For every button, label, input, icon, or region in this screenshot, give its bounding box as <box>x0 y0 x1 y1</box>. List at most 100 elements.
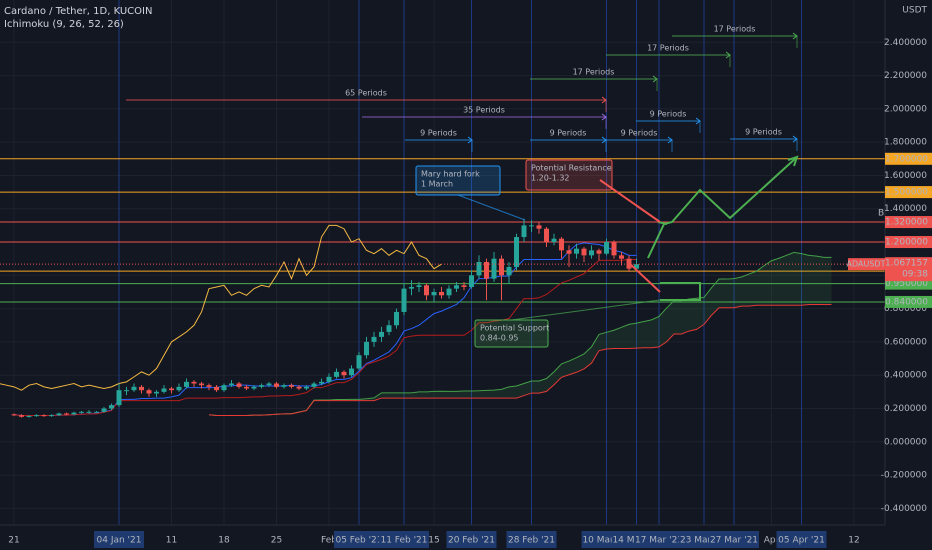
note-text: Potential Resistance <box>531 164 612 173</box>
candle-body <box>461 285 467 287</box>
level-tag <box>885 236 932 249</box>
x-tick-label: 11 <box>166 536 177 546</box>
candle-body <box>139 386 144 391</box>
candle-body <box>304 386 309 389</box>
candle-body <box>101 408 107 412</box>
level-label: 1.200000 <box>885 238 928 248</box>
candle-body <box>409 286 414 289</box>
period-label: 65 Periods <box>345 89 387 98</box>
candle-body <box>251 386 257 389</box>
candle-body <box>11 414 17 416</box>
candle-body <box>86 411 92 413</box>
period-label: 17 Periods <box>573 68 615 77</box>
y-tick-label: 0.800000 <box>884 304 927 314</box>
candle-body <box>349 368 354 376</box>
period-label: 17 Periods <box>647 44 689 53</box>
level-tag <box>885 186 932 199</box>
period-arrow <box>792 135 798 143</box>
period-arrow <box>695 117 701 125</box>
x-tick-label: 27 Mar '21 <box>710 536 758 546</box>
candle-body <box>206 385 212 387</box>
date-tag <box>634 531 684 548</box>
candle-body <box>109 405 114 409</box>
candle-body <box>589 250 594 256</box>
candle-body <box>611 242 617 256</box>
period-label: 9 Periods <box>621 129 658 138</box>
candle-body <box>334 371 339 377</box>
period-label: 9 Periods <box>550 129 587 138</box>
date-tag <box>379 531 429 548</box>
date-tag <box>709 531 759 548</box>
level-label: 0.950000 <box>885 279 928 289</box>
note-text: 1 March <box>421 180 453 189</box>
candle-body <box>551 238 557 243</box>
candle-body <box>266 383 272 386</box>
x-tick-label: 17 Mar '21 <box>635 536 683 546</box>
x-tick-label: 25 <box>271 536 282 546</box>
candle-body <box>236 383 242 387</box>
note-pointer <box>457 194 526 221</box>
note-box <box>525 159 613 191</box>
x-tick-label: 05 Feb '21 <box>335 536 382 546</box>
y-tick-label: -0.400000 <box>881 504 927 514</box>
level-label: 0.840000 <box>885 297 928 307</box>
y-tick-label: 1.600000 <box>884 171 927 181</box>
candle-body <box>64 413 69 415</box>
x-tick-label: 28 Feb '21 <box>508 536 555 546</box>
note-pointer <box>511 299 661 321</box>
candle-body <box>199 383 204 386</box>
candle-body <box>454 285 459 289</box>
y-tick-label: 0.000000 <box>884 437 927 447</box>
candle-body <box>356 355 362 369</box>
y-tick-label: 1.800000 <box>884 138 927 148</box>
candle-body <box>319 381 324 384</box>
candle-body <box>476 262 482 276</box>
symbol-label: ADAUSDT <box>847 260 886 269</box>
candle-body <box>514 237 519 267</box>
candle-body <box>26 415 32 417</box>
lead-span-b <box>208 303 832 417</box>
level-label: 1.320000 <box>885 218 928 228</box>
chart-title: Cardano / Tether, 1D, KUCOIN <box>4 6 152 17</box>
candle-body <box>244 386 249 389</box>
overlay: -0.400000 -0.200000 0.000000 0.200000 0.4000… <box>8 38 932 548</box>
note-text: 0.84-0.95 <box>480 334 519 343</box>
period-arrow <box>467 136 473 144</box>
note-text: Potential Support <box>480 324 549 333</box>
x-tick-label: 05 Apr '21 <box>778 536 825 546</box>
note-text: 1.20-1.32 <box>531 174 570 183</box>
period-label: 9 Periods <box>745 128 782 137</box>
indicator-label[interactable]: Ichimoku (9, 26, 52, 26) <box>4 19 124 30</box>
currency[interactable]: USDT <box>902 6 927 16</box>
candle-body <box>56 413 62 416</box>
note-box <box>415 165 501 196</box>
date-tag <box>506 531 557 548</box>
candle-body <box>94 411 99 413</box>
level-tag <box>885 152 932 165</box>
candle-body <box>619 255 624 259</box>
candle-body <box>439 291 444 296</box>
candle-body <box>446 288 452 296</box>
price-tag <box>885 257 932 282</box>
period-arrow <box>652 75 658 83</box>
candle-body <box>184 381 189 387</box>
candle-body <box>49 415 54 417</box>
candle-body <box>146 390 152 394</box>
candle-body <box>394 311 399 326</box>
x-tick-label: 11 Feb '21 <box>380 536 427 546</box>
level-label: 1.500000 <box>885 188 928 198</box>
y-tick-label: 2.200000 <box>884 71 927 81</box>
candle-body <box>169 388 174 391</box>
projection <box>660 282 701 301</box>
candle-body <box>214 386 219 391</box>
candle-body <box>154 391 159 394</box>
candle-body <box>581 248 587 256</box>
candle-body <box>41 415 47 417</box>
candle-body <box>131 386 137 391</box>
note-text: Mary hard fork <box>421 170 480 179</box>
candle-body <box>124 390 129 392</box>
y-tick-label: -0.200000 <box>881 471 927 481</box>
candle-body <box>79 411 84 413</box>
y-tick-label: 1.400000 <box>884 204 927 214</box>
